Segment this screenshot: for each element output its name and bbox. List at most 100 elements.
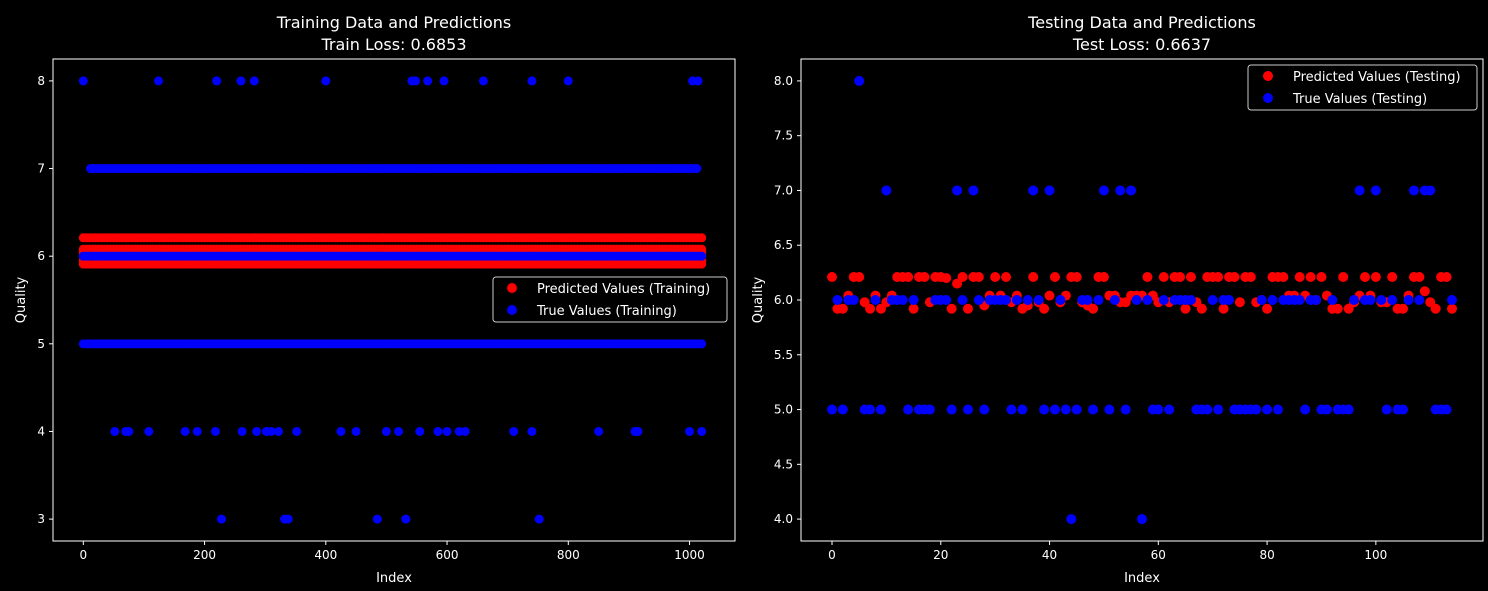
testing-true-point — [827, 404, 837, 415]
testing-true-point — [908, 295, 919, 305]
training-true-point — [442, 426, 452, 436]
training-axes-frame — [52, 58, 736, 542]
testing-predicted-point — [859, 297, 870, 308]
testing-true-point — [1001, 295, 1012, 305]
testing-true-point — [1055, 295, 1066, 305]
testing-true-point — [1202, 404, 1213, 415]
testing-true-point — [832, 295, 843, 305]
training-x-tick-label: 600 — [436, 548, 459, 562]
testing-predicted-point — [946, 303, 957, 314]
testing-predicted-point — [1175, 272, 1186, 282]
testing-predicted-point — [837, 303, 848, 314]
testing-true-point — [973, 295, 984, 305]
testing-predicted-point — [1039, 303, 1050, 314]
testing-y-tick-label: 8.0 — [774, 74, 793, 88]
testing-y-tick-label: 6.5 — [774, 238, 793, 252]
testing-predicted-point — [1425, 297, 1436, 308]
training-true-point — [266, 426, 276, 436]
testing-predicted-point — [1398, 303, 1409, 314]
training-true-point — [697, 339, 707, 349]
testing-true-point — [837, 404, 848, 415]
testing-predicted-point — [1316, 272, 1327, 282]
testing-true-point — [875, 404, 886, 415]
testing-true-point — [1017, 404, 1028, 415]
testing-true-point — [1142, 295, 1153, 305]
training-true-point — [144, 426, 154, 436]
testing-true-point — [1441, 404, 1452, 415]
testing-legend-predicted-label: Predicted Values (Testing) — [1293, 70, 1461, 85]
training-y-tick-label: 3 — [37, 512, 45, 526]
testing-true-point — [1120, 404, 1131, 415]
testing-legend[interactable]: Predicted Values (Testing) True Values (… — [1247, 64, 1478, 111]
testing-predicted-point — [854, 272, 865, 282]
testing-predicted-point — [1088, 303, 1099, 314]
testing-predicted-point — [1332, 303, 1343, 314]
testing-true-point — [1164, 404, 1175, 415]
training-true-point — [415, 426, 425, 436]
testing-true-point — [1131, 295, 1142, 305]
testing-true-point — [1343, 404, 1354, 415]
testing-true-point — [1098, 185, 1109, 196]
testing-true-point — [946, 404, 957, 415]
training-true-point — [110, 426, 120, 436]
testing-predicted-point — [1294, 272, 1305, 282]
testing-x-tick-label: 40 — [1042, 548, 1057, 562]
training-true-point — [192, 426, 202, 436]
training-true-point — [153, 76, 163, 86]
training-chart-title: Training Data and Predictions — [276, 13, 512, 32]
training-true-point — [411, 76, 421, 86]
testing-true-point — [1408, 185, 1419, 196]
training-true-point — [381, 426, 391, 436]
training-legend-true-marker — [507, 305, 517, 315]
testing-true-point — [1398, 404, 1409, 415]
training-panel: Training Data and Predictions Train Loss… — [14, 13, 736, 586]
testing-true-point — [1349, 295, 1360, 305]
testing-true-point — [1403, 295, 1414, 305]
testing-true-point — [1104, 404, 1115, 415]
testing-true-point — [1267, 295, 1278, 305]
testing-predicted-point — [1044, 290, 1055, 301]
training-true-point — [236, 76, 246, 86]
testing-true-point — [962, 404, 973, 415]
training-true-point — [433, 426, 443, 436]
testing-predicted-point — [1001, 272, 1012, 282]
training-legend[interactable]: Predicted Values (Training) True Values … — [492, 276, 728, 323]
training-true-point — [685, 426, 695, 436]
testing-predicted-point — [919, 272, 930, 282]
testing-predicted-point — [1414, 272, 1425, 282]
training-plot-area — [78, 76, 707, 524]
testing-true-point — [1153, 404, 1164, 415]
training-chart-subtitle: Train Loss: 0.6853 — [320, 35, 466, 54]
training-true-point — [693, 76, 703, 86]
training-x-tick-label: 1000 — [674, 548, 705, 562]
testing-x-axis-label: Index — [1124, 571, 1160, 586]
training-x-tick-label: 800 — [557, 548, 580, 562]
training-true-point — [697, 251, 707, 261]
testing-predicted-point — [903, 272, 914, 282]
testing-true-point — [1414, 295, 1425, 305]
training-legend-box — [492, 276, 728, 323]
testing-true-point — [1262, 404, 1273, 415]
testing-predicted-point — [1098, 272, 1109, 282]
testing-predicted-point — [1441, 272, 1452, 282]
training-y-tick-label: 8 — [37, 74, 45, 88]
training-ticks: 0 200 400 600 800 1000 3 4 5 6 7 8 — [37, 74, 704, 562]
testing-legend-box — [1247, 64, 1478, 111]
testing-panel: Testing Data and Predictions Test Loss: … — [751, 13, 1484, 586]
testing-predicted-point — [1120, 297, 1131, 308]
testing-predicted-point — [1338, 272, 1349, 282]
testing-predicted-point — [1447, 303, 1457, 314]
training-true-point — [509, 426, 519, 436]
testing-legend-predicted-marker — [1263, 71, 1273, 81]
testing-y-axis-label: Quality — [751, 276, 766, 323]
testing-y-tick-label: 7.5 — [774, 129, 793, 143]
training-x-tick-label: 200 — [193, 548, 216, 562]
testing-true-point — [1060, 404, 1071, 415]
testing-true-point — [1126, 185, 1137, 196]
training-true-point — [478, 76, 488, 86]
training-y-axis-label: Quality — [14, 276, 29, 323]
testing-predicted-point — [1185, 272, 1196, 282]
testing-true-point — [1256, 295, 1267, 305]
testing-y-tick-label: 4.0 — [774, 512, 793, 526]
testing-predicted-point — [1359, 272, 1370, 282]
